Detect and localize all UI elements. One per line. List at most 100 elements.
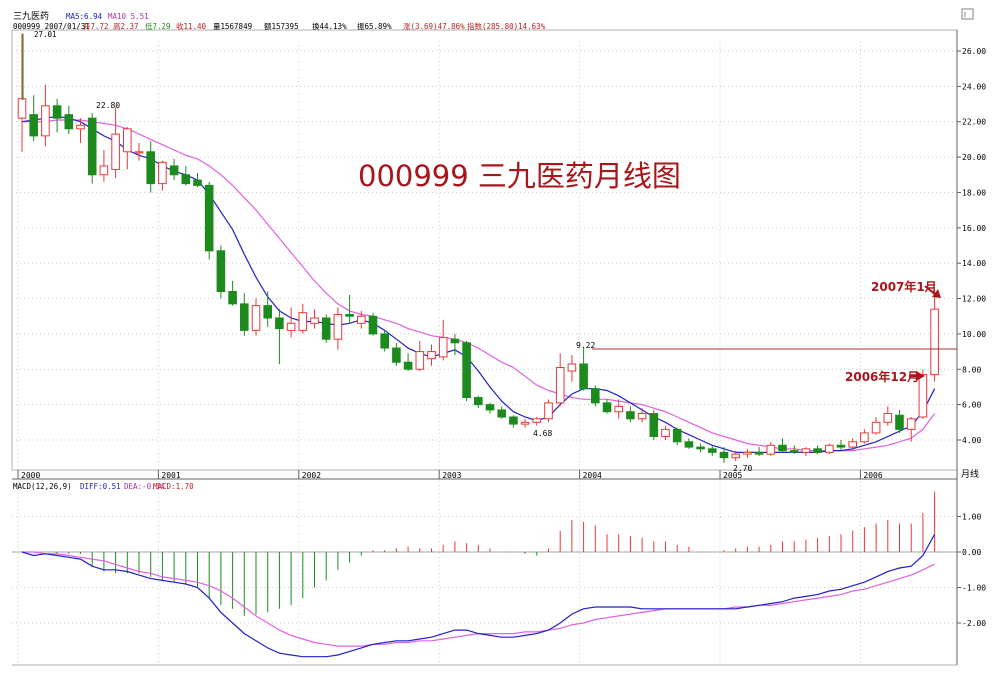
candle-body xyxy=(602,402,612,413)
candle-body xyxy=(649,412,659,437)
candle-body xyxy=(216,250,226,292)
candle-body xyxy=(731,453,741,459)
candle-body xyxy=(485,404,495,411)
y-tick-label: 6.00 xyxy=(962,401,981,410)
candle-body xyxy=(836,444,846,448)
macd-dea-label: DEA:-0.34 xyxy=(124,482,165,491)
candle-body xyxy=(263,305,272,319)
annotation-peak-2004: 9.22 xyxy=(576,341,595,350)
amount-label: 额157395 xyxy=(264,21,299,31)
macd-value-label: MACD:1.70 xyxy=(153,482,194,491)
candle-body xyxy=(41,105,50,137)
candle-body xyxy=(509,416,518,425)
y-tick-label: 4.00 xyxy=(962,436,981,445)
price-panel-frame xyxy=(11,29,958,471)
arrow-2007-jan-line xyxy=(924,285,937,296)
candle-body xyxy=(438,336,448,358)
x-tick-label: 2004 xyxy=(583,471,602,480)
candle-body xyxy=(380,333,389,349)
candle-body xyxy=(743,451,752,455)
candle-body xyxy=(392,347,401,363)
candle-body xyxy=(403,361,413,370)
candle-body xyxy=(240,303,249,331)
y-tick-label: 8.00 xyxy=(962,365,981,374)
candle-body xyxy=(930,308,939,376)
candle-body xyxy=(368,315,378,335)
y-axis: 4.00 6.00 8.00 10.00 12.00 14.00 16.00 18.00 20.… xyxy=(957,47,986,445)
arrow-2007-jan-head xyxy=(932,289,941,298)
candle-body xyxy=(895,414,904,430)
index-label: 指数(285.80)14.63% xyxy=(467,21,546,31)
dea-line xyxy=(22,551,935,647)
candle-body xyxy=(567,363,577,372)
candle-body xyxy=(321,317,331,340)
close-label: 收11.40 xyxy=(176,21,207,31)
candle-body xyxy=(123,128,132,153)
candle-body xyxy=(778,444,787,452)
grid xyxy=(12,41,957,665)
arrow-2006-dec-head xyxy=(916,371,925,381)
candle-body xyxy=(591,388,600,404)
candle-body xyxy=(637,412,647,420)
y-tick-label: 22.00 xyxy=(962,118,986,127)
candle-body xyxy=(181,174,191,185)
candle-body xyxy=(579,363,588,390)
stock-name: 三九医药 xyxy=(13,11,49,22)
candle-body xyxy=(333,313,343,340)
y-tick-label: 20.00 xyxy=(962,153,986,162)
candle-body xyxy=(111,133,120,170)
annotation-low-2005: 2.70 xyxy=(733,464,752,473)
candle-body xyxy=(345,313,354,317)
candle-body xyxy=(52,105,62,119)
y-tick-label: 10.00 xyxy=(962,330,986,339)
panel-toggle-button[interactable] xyxy=(961,8,974,20)
candle-body xyxy=(801,448,811,453)
annotation-high-2000: 22.80 xyxy=(96,101,120,110)
candle-body xyxy=(450,338,460,344)
x-tick-label: 2000 xyxy=(21,471,40,480)
chart-title: 000999 三九医药月线图 xyxy=(358,159,681,193)
annotation-high-start: 27.01 xyxy=(34,30,57,39)
candle-body xyxy=(357,315,366,324)
candle-body xyxy=(825,444,834,453)
change-label: 涨(3.69)47.86% xyxy=(403,21,465,31)
candle-body xyxy=(99,165,109,176)
high-label: 高2.37 xyxy=(113,21,139,31)
candle-body xyxy=(251,305,261,331)
x-tick-label: 2006 xyxy=(863,471,882,480)
x-tick-label: 2005 xyxy=(723,471,742,480)
macd-panel: -2.00 -1.00 0.00 1.00 xyxy=(12,491,986,658)
y-tick-label: 24.00 xyxy=(962,82,986,91)
macd-diff-label: DIFF:0.51 xyxy=(80,482,121,491)
candle-body xyxy=(462,342,471,399)
x-axis: 2000 2001 2002 2003 2004 2005 2006 xyxy=(17,470,883,480)
y-tick-label: 26.00 xyxy=(962,47,986,56)
candle-body xyxy=(474,397,483,406)
macd-y-tick-label: 1.00 xyxy=(962,513,981,522)
annotation-2006-dec: 2006年12月 xyxy=(845,369,919,384)
y-tick-label: 16.00 xyxy=(962,224,986,233)
candle-body xyxy=(415,351,425,370)
candle-body xyxy=(158,161,167,185)
candle-body xyxy=(883,412,893,423)
diff-line xyxy=(21,534,936,658)
candle-body xyxy=(228,290,237,305)
candle-body xyxy=(719,451,729,459)
candle-body xyxy=(766,444,776,455)
x-tick-label: 2001 xyxy=(161,471,180,480)
candle-body xyxy=(860,432,869,443)
candle-body xyxy=(76,124,85,130)
candle-body xyxy=(64,114,74,130)
candle-body xyxy=(871,421,881,434)
candle-body xyxy=(918,374,928,418)
candle-body xyxy=(87,117,97,176)
ma10-label: MA10 5.51 xyxy=(108,12,149,21)
candle-body xyxy=(29,114,38,137)
y-tick-label: 12.00 xyxy=(962,295,986,304)
candle-body xyxy=(17,98,27,119)
annotation-low-2003: 4.68 xyxy=(533,429,552,438)
candle-body xyxy=(708,448,717,453)
macd-label: MACD(12,26,9) xyxy=(13,482,72,491)
